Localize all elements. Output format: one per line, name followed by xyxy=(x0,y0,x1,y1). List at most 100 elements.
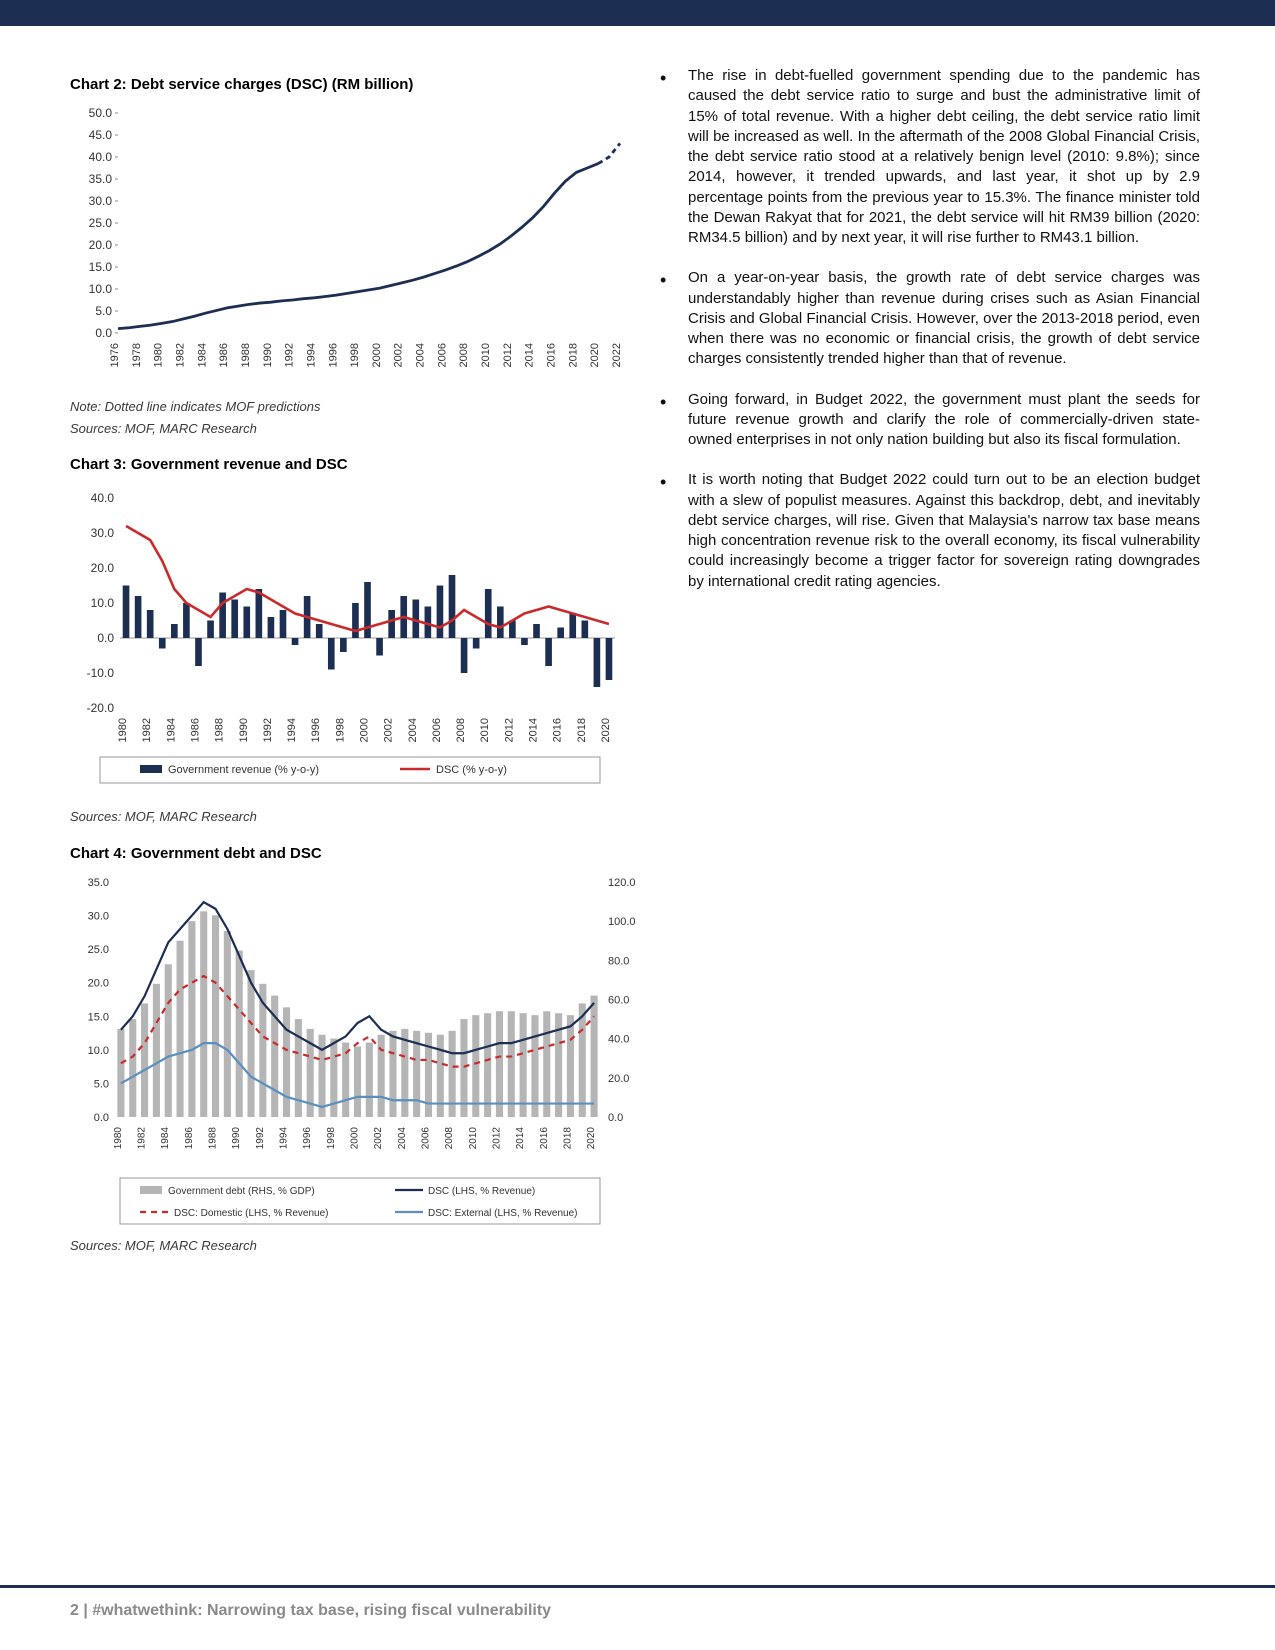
svg-text:1994: 1994 xyxy=(279,1126,290,1149)
svg-text:2002: 2002 xyxy=(373,1126,384,1149)
svg-text:1992: 1992 xyxy=(255,1126,266,1149)
svg-text:1982: 1982 xyxy=(174,343,186,367)
svg-text:2012: 2012 xyxy=(502,343,514,367)
footer: 2 | #whatwethink: Narrowing tax base, ri… xyxy=(0,1585,1275,1650)
svg-text:35.0: 35.0 xyxy=(88,877,109,889)
svg-text:0.0: 0.0 xyxy=(608,1112,623,1124)
svg-text:DSC: External (LHS, % Revenue): DSC: External (LHS, % Revenue) xyxy=(428,1208,578,1219)
svg-text:2000: 2000 xyxy=(371,343,383,367)
svg-text:30.0: 30.0 xyxy=(91,526,115,540)
chart4-note: Sources: MOF, MARC Research xyxy=(70,1238,630,1254)
svg-text:2004: 2004 xyxy=(397,1126,408,1149)
svg-text:2014: 2014 xyxy=(528,718,540,742)
svg-text:2000: 2000 xyxy=(350,1126,361,1149)
chart3-title: Chart 3: Government revenue and DSC xyxy=(70,456,630,473)
svg-text:2022: 2022 xyxy=(611,343,623,367)
svg-text:Government debt (RHS, % GDP): Government debt (RHS, % GDP) xyxy=(168,1186,315,1197)
svg-text:1990: 1990 xyxy=(238,718,250,742)
svg-text:5.0: 5.0 xyxy=(94,1078,109,1090)
svg-text:1980: 1980 xyxy=(153,343,165,367)
svg-text:40.0: 40.0 xyxy=(608,1033,629,1045)
svg-text:20.0: 20.0 xyxy=(608,1073,629,1085)
chart4: 0.05.010.015.020.025.030.035.00.020.040.… xyxy=(70,872,630,1232)
svg-text:2018: 2018 xyxy=(576,718,588,742)
svg-text:40.0: 40.0 xyxy=(91,491,115,505)
svg-text:1978: 1978 xyxy=(131,343,143,367)
svg-text:2002: 2002 xyxy=(393,343,405,367)
svg-text:30.0: 30.0 xyxy=(89,194,113,208)
svg-text:1996: 1996 xyxy=(327,343,339,367)
svg-text:1990: 1990 xyxy=(262,343,274,367)
svg-text:2010: 2010 xyxy=(468,1126,479,1149)
svg-text:5.0: 5.0 xyxy=(95,304,112,318)
chart3: -20.0-10.00.010.020.030.040.019801982198… xyxy=(70,483,630,803)
svg-text:2008: 2008 xyxy=(444,1126,455,1149)
svg-text:15.0: 15.0 xyxy=(89,260,113,274)
svg-text:1998: 1998 xyxy=(334,718,346,742)
svg-text:1984: 1984 xyxy=(165,718,177,742)
svg-text:2016: 2016 xyxy=(546,343,558,367)
svg-text:2020: 2020 xyxy=(586,1126,597,1149)
footer-page: 2 xyxy=(70,1602,79,1619)
svg-text:0.0: 0.0 xyxy=(97,631,114,645)
svg-text:1992: 1992 xyxy=(262,718,274,742)
svg-text:1998: 1998 xyxy=(349,343,361,367)
svg-text:120.0: 120.0 xyxy=(608,877,636,889)
svg-text:2004: 2004 xyxy=(415,343,427,367)
svg-text:10.0: 10.0 xyxy=(89,282,113,296)
svg-text:2010: 2010 xyxy=(480,343,492,367)
svg-text:DSC (% y-o-y): DSC (% y-o-y) xyxy=(436,764,507,776)
svg-text:2012: 2012 xyxy=(491,1126,502,1149)
svg-text:2016: 2016 xyxy=(539,1126,550,1149)
svg-text:2000: 2000 xyxy=(359,718,371,742)
right-column: The rise in debt-fuelled government spen… xyxy=(660,56,1200,1253)
chart4-title: Chart 4: Government debt and DSC xyxy=(70,845,630,862)
chart2-title: Chart 2: Debt service charges (DSC) (RM … xyxy=(70,76,630,93)
chart2-note2: Sources: MOF, MARC Research xyxy=(70,421,630,437)
left-column: Chart 2: Debt service charges (DSC) (RM … xyxy=(70,56,630,1253)
svg-text:2018: 2018 xyxy=(567,343,579,367)
svg-text:0.0: 0.0 xyxy=(95,326,112,340)
svg-text:1988: 1988 xyxy=(240,343,252,367)
footer-text: #whatwethink: Narrowing tax base, rising… xyxy=(92,1602,551,1619)
svg-text:2006: 2006 xyxy=(436,343,448,367)
svg-text:40.0: 40.0 xyxy=(89,150,113,164)
svg-text:1984: 1984 xyxy=(160,1126,171,1149)
svg-text:1986: 1986 xyxy=(189,718,201,742)
svg-text:2014: 2014 xyxy=(515,1126,526,1149)
svg-text:20.0: 20.0 xyxy=(88,977,109,989)
svg-text:50.0: 50.0 xyxy=(89,106,113,120)
svg-text:10.0: 10.0 xyxy=(91,596,115,610)
svg-text:DSC (LHS, % Revenue): DSC (LHS, % Revenue) xyxy=(428,1186,535,1197)
svg-text:1984: 1984 xyxy=(196,343,208,367)
svg-text:2020: 2020 xyxy=(589,343,601,367)
chart2-note1: Note: Dotted line indicates MOF predicti… xyxy=(70,399,630,415)
svg-text:45.0: 45.0 xyxy=(89,128,113,142)
svg-text:25.0: 25.0 xyxy=(88,944,109,956)
svg-text:1994: 1994 xyxy=(305,343,317,367)
svg-text:2018: 2018 xyxy=(562,1126,573,1149)
svg-text:1986: 1986 xyxy=(218,343,230,367)
svg-text:1988: 1988 xyxy=(208,1126,219,1149)
svg-text:80.0: 80.0 xyxy=(608,955,629,967)
svg-text:2008: 2008 xyxy=(458,343,470,367)
svg-text:60.0: 60.0 xyxy=(608,994,629,1006)
top-bar xyxy=(0,0,1275,26)
svg-text:2010: 2010 xyxy=(479,718,491,742)
svg-text:1998: 1998 xyxy=(326,1126,337,1149)
svg-text:10.0: 10.0 xyxy=(88,1045,109,1057)
svg-text:1996: 1996 xyxy=(310,718,322,742)
bullet-item: Going forward, in Budget 2022, the gover… xyxy=(660,390,1200,451)
svg-text:1986: 1986 xyxy=(184,1126,195,1149)
svg-text:2020: 2020 xyxy=(600,718,612,742)
bullet-item: On a year-on-year basis, the growth rate… xyxy=(660,268,1200,369)
svg-text:1982: 1982 xyxy=(141,718,153,742)
svg-text:2004: 2004 xyxy=(407,718,419,742)
svg-text:2002: 2002 xyxy=(383,718,395,742)
svg-text:1990: 1990 xyxy=(231,1126,242,1149)
svg-text:100.0: 100.0 xyxy=(608,916,636,928)
svg-text:0.0: 0.0 xyxy=(94,1112,109,1124)
svg-text:2016: 2016 xyxy=(552,718,564,742)
svg-text:1996: 1996 xyxy=(302,1126,313,1149)
svg-text:1980: 1980 xyxy=(117,718,129,742)
